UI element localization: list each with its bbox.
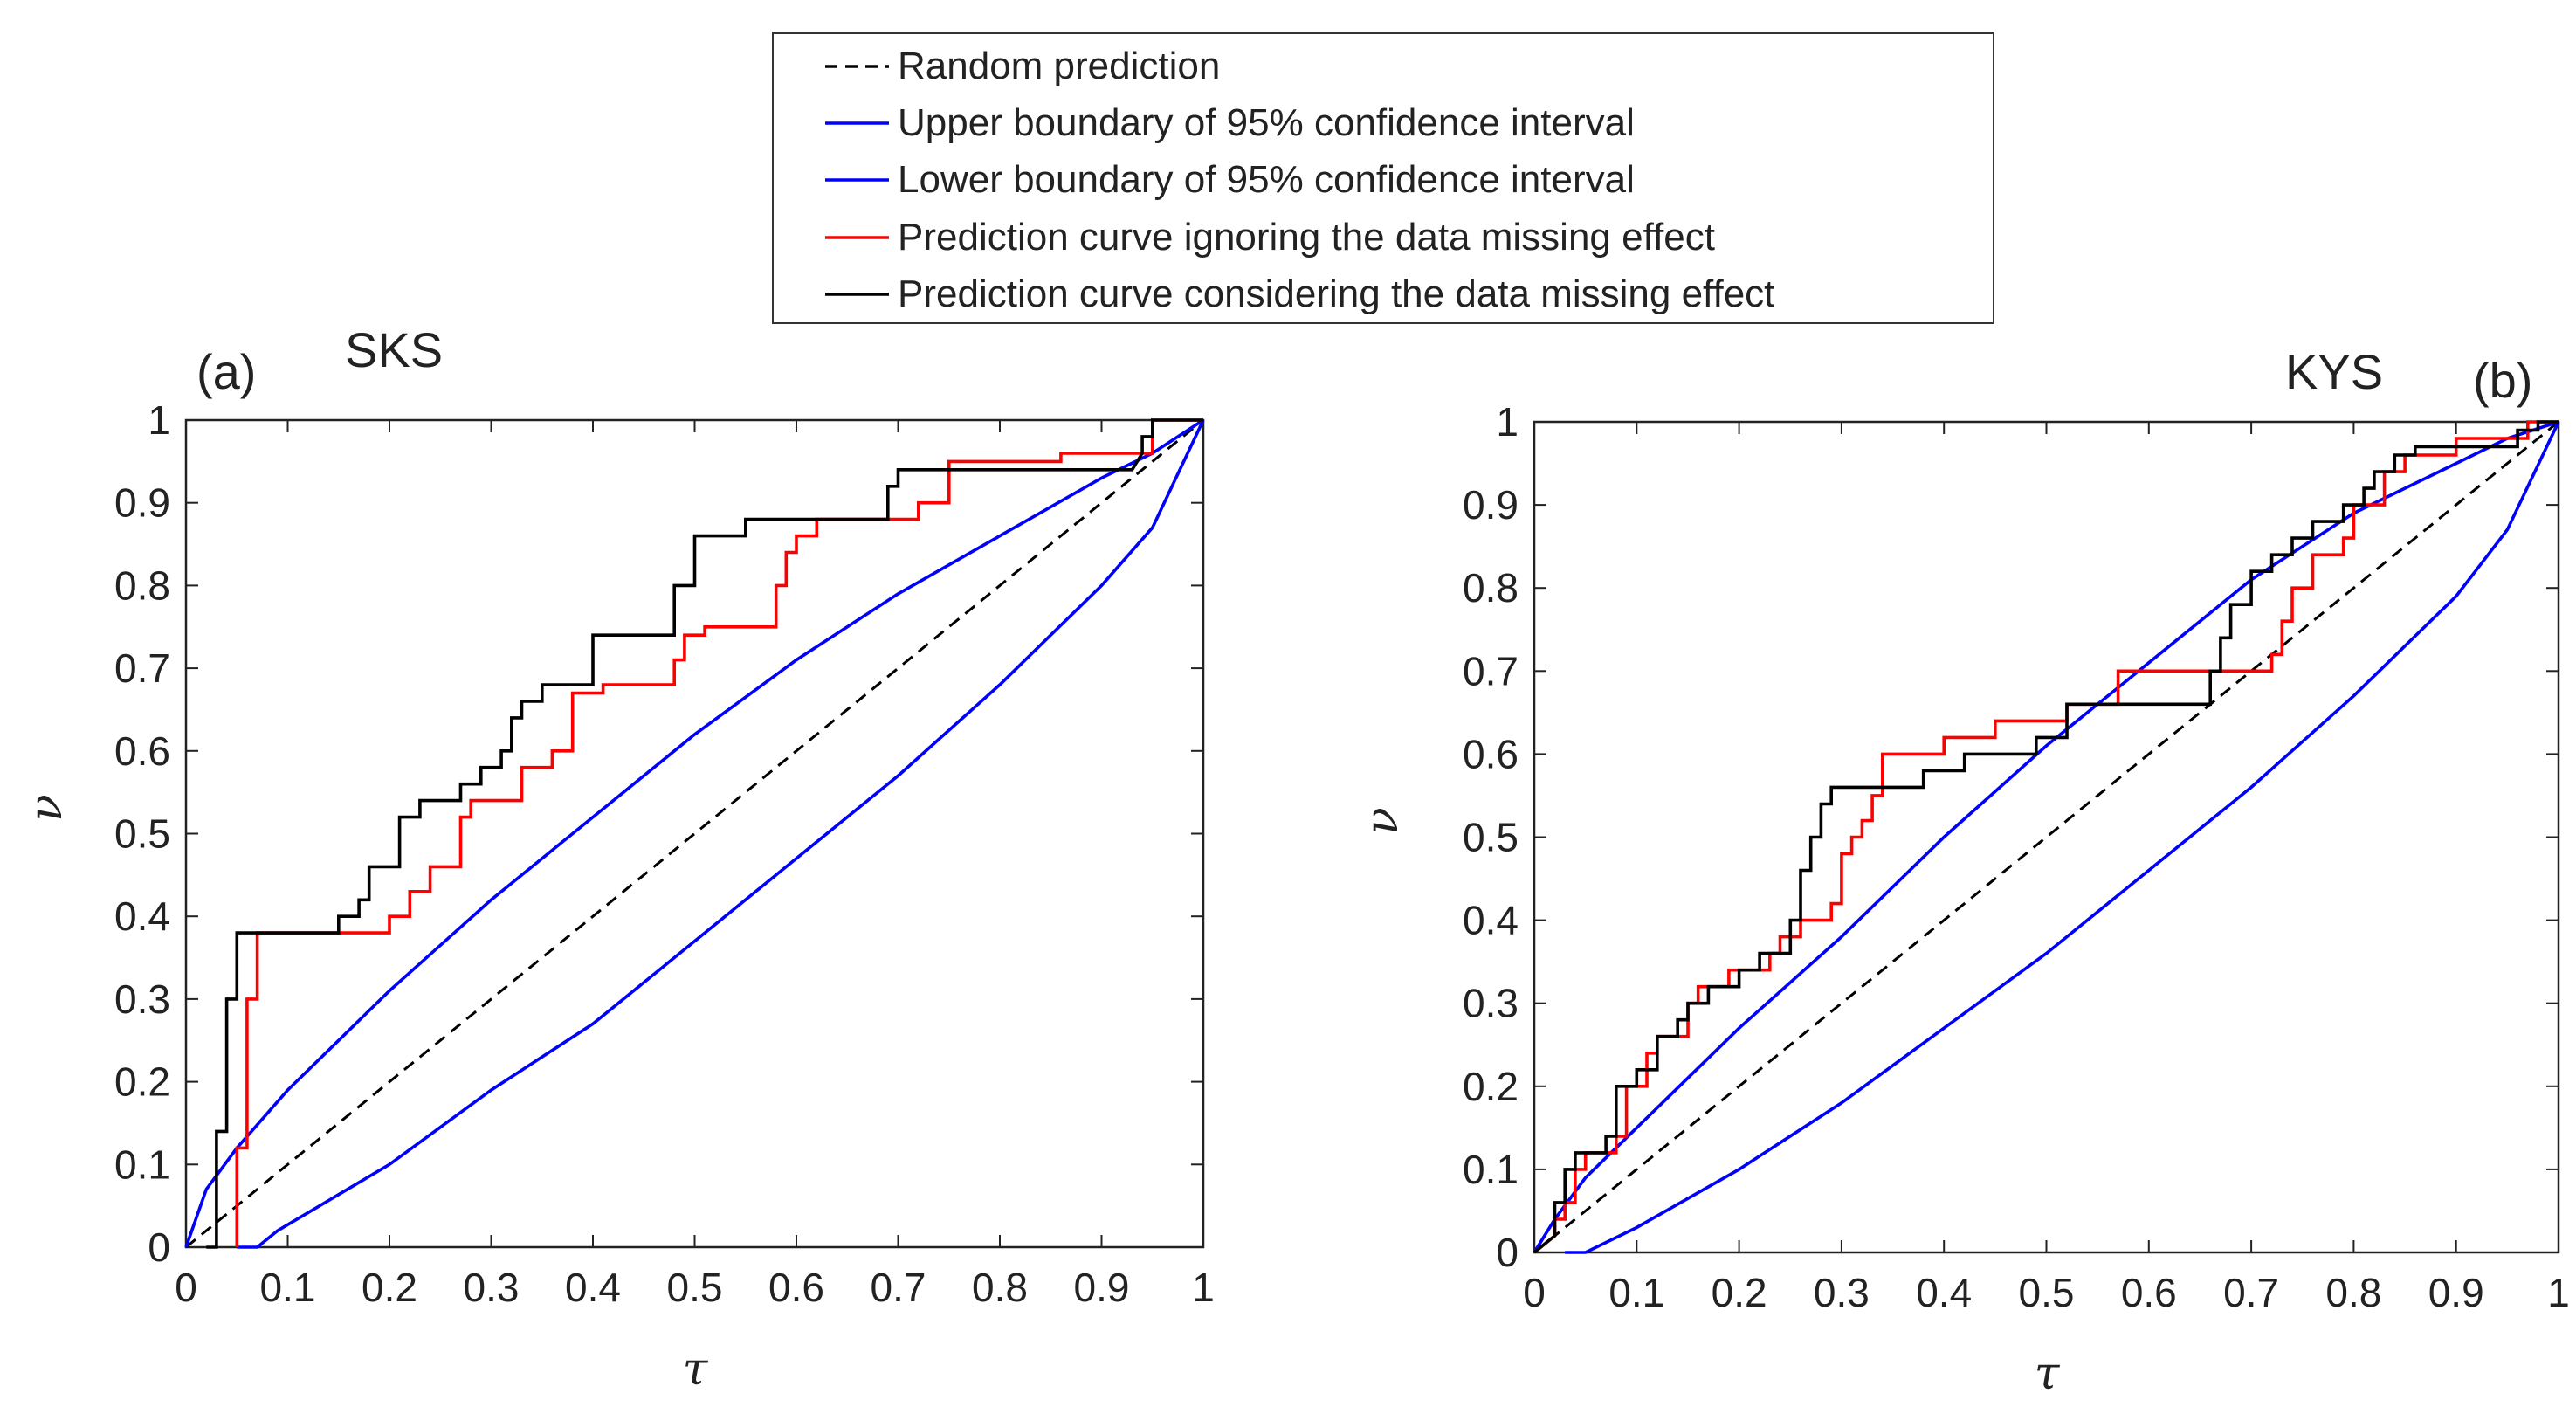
legend-label-considering: Prediction curve considering the data mi… [898,272,1774,315]
x-tick-label-sks: 0 [175,1265,197,1310]
x-tick-label-sks: 0.7 [871,1265,926,1310]
x-tick-label-kys: 0.7 [2223,1270,2279,1315]
x-tick-label-sks: 0.6 [768,1265,824,1310]
series-lower-bound-sks [237,419,1205,1249]
x-tick-label-kys: 0.4 [1916,1270,1972,1315]
y-tick-label-sks: 0.6 [114,728,170,774]
plot-area-kys: 0 0.1 0.2 0.3 0.4 0.5 0.6 0.7 0.8 0.9 1 0 0.1 0.2 0.3 0… [1463,399,2570,1315]
y-tick-label-sks: 0.1 [114,1142,170,1187]
legend-label-upper: Upper boundary of 95% confidence interva… [898,101,1635,144]
legend-entry-random: Random prediction [825,45,1220,87]
x-tick-label-sks: 0.4 [565,1265,621,1310]
legend-entry-considering: Prediction curve considering the data mi… [825,272,1774,315]
y-tick-label-sks: 0.9 [114,480,170,526]
series-random-prediction-sks [185,418,1204,1249]
legend-entry-lower: Lower boundary of 95% confidence interva… [825,158,1635,201]
x-tick-label-sks: 0.9 [1074,1265,1130,1310]
x-tick-label-sks: 0.8 [972,1265,1028,1310]
y-tick-label-kys: 0.6 [1463,731,1519,776]
y-tick-label-kys: 0.4 [1463,898,1519,943]
legend: Random prediction Upper boundary of 95% … [772,32,1994,324]
series-ignoring-curve-kys [1533,420,2559,1254]
legend-label-random: Random prediction [898,45,1220,87]
series-lower-bound-kys [1565,421,2560,1254]
panel-label-a: (a) [196,344,256,399]
x-tick-label-kys: 0.3 [1814,1270,1870,1315]
y-axis-label-a: ν [20,794,72,822]
legend-entry-ignoring: Prediction curve ignoring the data missi… [825,216,1715,259]
chart-panel-sks: (a) SKS τ ν 0 0.1 0.2 0.3 0.4 0.5 0.6 0.7 0.8 0.9… [20,322,1215,1396]
series-considering-curve-kys [1533,420,2559,1254]
x-tick-label-sks: 0.2 [362,1265,417,1310]
legend-label-lower: Lower boundary of 95% confidence interva… [898,158,1635,201]
legend-label-ignoring: Prediction curve ignoring the data missi… [898,216,1715,259]
x-tick-label-kys: 0.8 [2325,1270,2381,1315]
y-tick-label-kys: 0.1 [1463,1147,1519,1192]
x-tick-label-kys: 0 [1523,1270,1546,1315]
y-tick-label-kys: 0.8 [1463,565,1519,610]
y-tick-label-sks: 0.7 [114,645,170,691]
series-considering-curve-sks [206,418,1203,1249]
chart-title-kys: KYS [2285,344,2383,399]
series-upper-bound-sks [184,418,1204,1248]
chart-panel-kys: KYS (b) τ ν 0 0.1 0.2 0.3 0.4 0.5 0.6 0.7 0.8 0.9… [1356,344,2570,1400]
y-tick-label-sks: 0.2 [114,1059,170,1105]
y-tick-label-sks: 0 [148,1224,170,1270]
x-tick-label-sks: 1 [1192,1265,1215,1310]
y-tick-label-sks: 0.8 [114,562,170,608]
y-tick-label-kys: 0.2 [1463,1064,1519,1109]
legend-box [772,32,1994,324]
y-tick-label-kys: 0 [1496,1230,1519,1275]
series-ignoring-curve-sks [235,418,1203,1247]
chart-title-sks: SKS [345,322,443,377]
x-tick-label-kys: 0.1 [1608,1270,1664,1315]
y-tick-label-kys: 0.3 [1463,981,1519,1026]
x-tick-label-sks: 0.1 [260,1265,316,1310]
y-tick-label-kys: 0.7 [1463,648,1519,693]
axes-frame-kys [1533,420,2560,1254]
y-tick-label-kys: 0.9 [1463,482,1519,528]
legend-entry-upper: Upper boundary of 95% confidence interva… [825,101,1635,144]
plot-area-sks: 0 0.1 0.2 0.3 0.4 0.5 0.6 0.7 0.8 0.9 1 0 0.1 0.2 0.3 0… [114,397,1215,1310]
x-tick-label-sks: 0.5 [667,1265,723,1310]
y-tick-label-sks: 1 [148,397,170,443]
series-upper-bound-kys [1533,420,2559,1253]
y-tick-label-kys: 0.5 [1463,815,1519,860]
x-tick-label-sks: 0.3 [464,1265,520,1310]
x-tick-label-kys: 0.6 [2121,1270,2177,1315]
x-tick-label-kys: 0.9 [2428,1270,2484,1315]
x-tick-label-kys: 0.2 [1712,1270,1767,1315]
panel-label-b: (b) [2473,353,2532,408]
x-axis-label-a: τ [683,1343,709,1396]
y-tick-label-sks: 0.3 [114,976,170,1022]
x-axis-label-b: τ [2035,1348,2061,1400]
y-tick-label-sks: 0.5 [114,811,170,857]
y-axis-label-b: ν [1356,807,1409,835]
x-tick-label-kys: 0.5 [2019,1270,2075,1315]
y-tick-label-sks: 0.4 [114,893,170,939]
y-tick-label-kys: 1 [1496,399,1519,445]
x-tick-label-kys: 1 [2547,1270,2570,1315]
